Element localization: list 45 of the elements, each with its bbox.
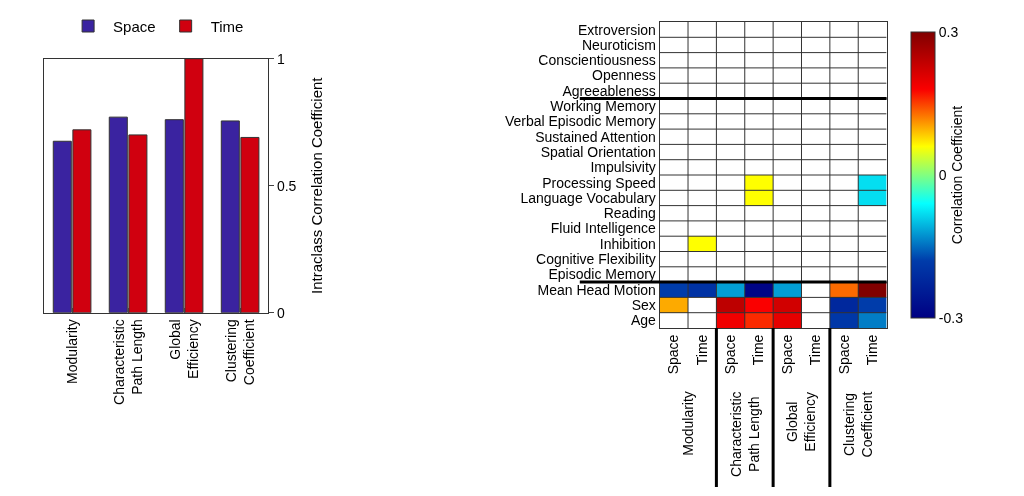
y-tick-label: Age — [630, 312, 657, 329]
x-tick-label: Space — [665, 334, 682, 375]
x-tick-label: Space — [778, 334, 795, 375]
y-tick-label: Impulsivity — [590, 159, 656, 176]
x-tick-label: Time — [863, 334, 880, 366]
text: Global Efficiency — [784, 392, 819, 452]
y-tick-label: Verbal Episodic Memory — [504, 113, 656, 130]
color-bar-label: 0.3 — [938, 23, 959, 40]
legend-label: Time — [210, 17, 244, 35]
y-tick-label: Spatial Orientation — [540, 143, 656, 160]
color-bar-label: -0.3 — [938, 309, 964, 326]
x-tick-label: Time — [750, 334, 767, 366]
text: Modularity — [680, 391, 697, 456]
y-tick-label: 0.5 — [276, 177, 297, 194]
y-tick-label: Episodic Memory — [548, 266, 656, 283]
y-axis-title: Intraclass Correlation Coefficient — [307, 76, 325, 294]
y-tick-label: Sex — [631, 296, 656, 313]
y-tick-label: Reading — [603, 205, 656, 222]
y-tick-label: 0 — [276, 304, 285, 321]
color-bar-title: Correlation Coefficient — [948, 105, 965, 245]
x-tick-label: Space — [722, 334, 739, 375]
y-tick-label: Extroversion — [578, 21, 656, 38]
x-tick-label: Time — [693, 334, 710, 366]
y-tick-label: Sustained Attention — [535, 128, 656, 145]
y-tick-label: Cognitive Flexibility — [536, 251, 656, 268]
text: Characteristic Path Length — [727, 391, 762, 477]
x-tick-label: Global Efficiency — [166, 319, 201, 379]
y-tick-label: Mean Head Motion — [537, 281, 656, 298]
y-tick-label: 1 — [276, 50, 285, 67]
x-tick-label: Space — [835, 334, 852, 375]
legend-label: Space — [113, 17, 156, 35]
text: Clustering Coefficient — [841, 391, 876, 458]
x-tick-label: Clustering Coefficient — [222, 319, 257, 386]
x-tick-label: Characteristic Path Length — [110, 319, 145, 405]
y-tick-label: Agreeableness — [562, 82, 656, 99]
y-tick-label: Fluid Intelligence — [550, 220, 657, 237]
y-tick-label: Processing Speed — [542, 174, 656, 191]
y-tick-label: Inhibition — [599, 235, 656, 252]
y-tick-label: Openness — [592, 67, 656, 84]
y-tick-label: Neuroticism — [581, 36, 656, 53]
color-bar-label: 0 — [938, 166, 947, 183]
y-tick-label: Conscientiousness — [538, 52, 656, 69]
y-tick-label: Working Memory — [550, 98, 656, 115]
x-tick-label: Modularity — [63, 319, 80, 384]
x-tick-label: Time — [807, 334, 824, 366]
